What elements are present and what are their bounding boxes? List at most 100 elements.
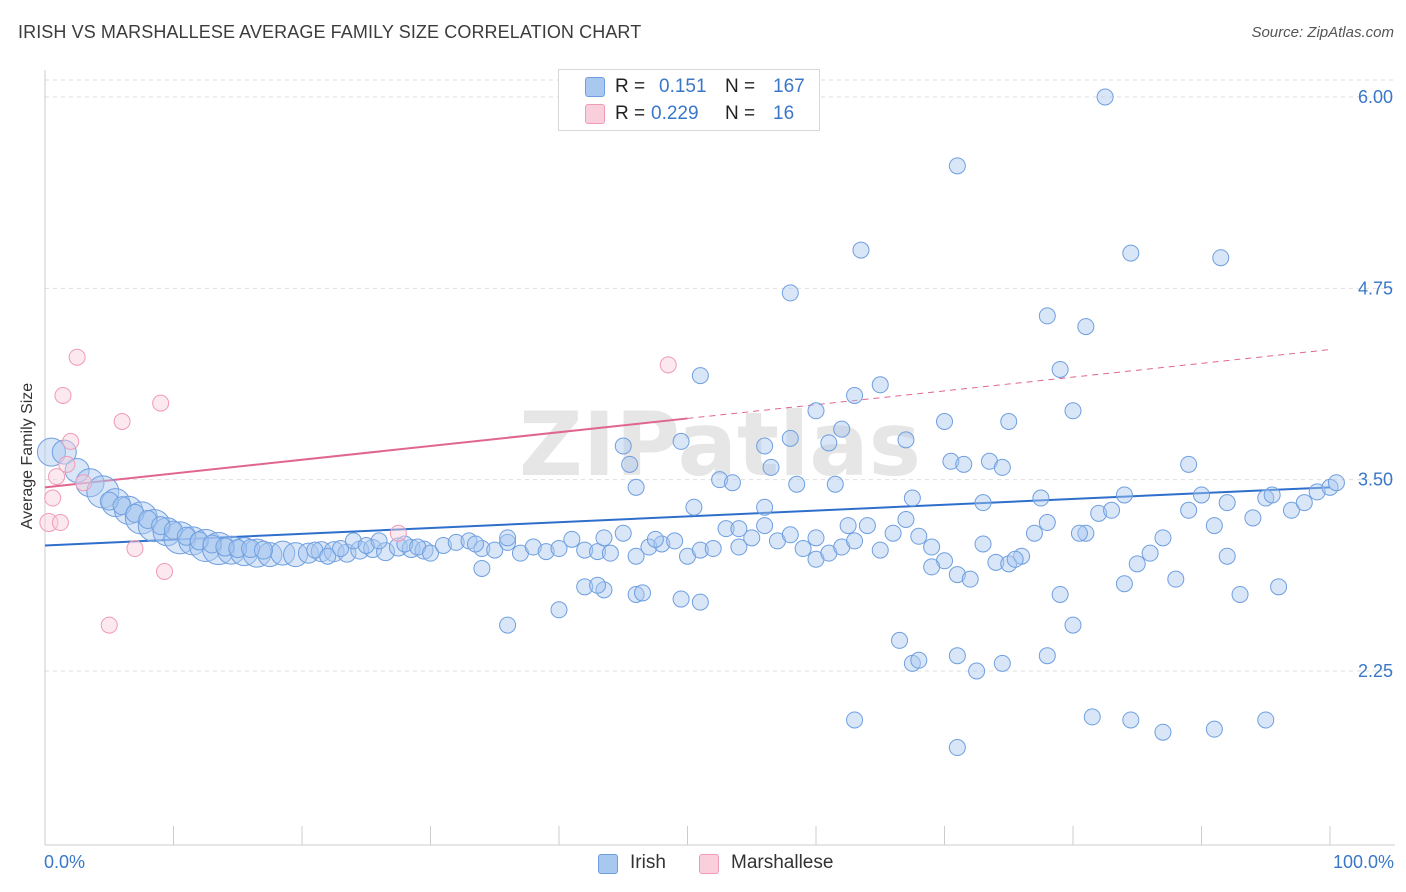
data-point-marshallese [126, 540, 144, 558]
data-point-irish [672, 590, 690, 608]
data-point-irish [1090, 504, 1108, 522]
x-tick-min: 0.0% [44, 852, 86, 872]
data-point-irish [666, 532, 684, 550]
legend-r-label: R = [615, 103, 646, 124]
data-point-irish [1115, 486, 1133, 504]
data-point-irish [730, 538, 748, 556]
data-point-irish [595, 529, 613, 547]
legend-swatch-marshallese [699, 854, 719, 874]
data-point-irish [253, 540, 273, 560]
data-point-irish [614, 437, 632, 455]
data-point-irish [781, 526, 799, 544]
data-point-irish [344, 532, 362, 550]
data-point-irish [1141, 544, 1159, 562]
data-point-irish [319, 547, 337, 565]
data-point-irish [891, 631, 909, 649]
data-point-irish [1122, 711, 1140, 729]
grid-lines [45, 79, 1395, 672]
data-point-irish [576, 578, 594, 596]
y-tick-label: 6.00 [1358, 87, 1393, 107]
data-point-irish [762, 458, 780, 476]
chart-title: IRISH VS MARSHALLESE AVERAGE FAMILY SIZE… [18, 22, 642, 42]
data-point-irish [1032, 489, 1050, 507]
legend-n-label: N = [725, 103, 756, 124]
data-point-irish [968, 662, 986, 680]
data-point-irish [189, 531, 209, 551]
data-point-irish [1263, 486, 1281, 504]
trend-line-marshallese-extension [687, 349, 1331, 419]
data-point-irish [164, 520, 183, 540]
data-point-irish [1051, 360, 1069, 378]
data-point-irish [201, 532, 235, 566]
data-point-irish [634, 584, 652, 602]
data-point-irish [646, 530, 664, 548]
data-point-irish [550, 601, 568, 619]
data-point-marshallese [152, 394, 170, 412]
data-point-irish [499, 529, 517, 547]
data-point-irish [36, 437, 66, 467]
legend-n-label: N = [725, 76, 756, 97]
data-points [36, 88, 1345, 757]
data-point-irish [486, 541, 504, 559]
data-point-irish [99, 491, 119, 511]
trend-line-irish [44, 486, 1331, 547]
data-point-irish [627, 585, 645, 603]
data-point-irish [1212, 249, 1230, 267]
data-point-marshallese [48, 468, 66, 486]
data-point-irish [948, 739, 966, 757]
data-point-irish [1103, 501, 1121, 519]
data-point-irish [621, 455, 639, 473]
data-point-irish [473, 559, 491, 577]
data-point-irish [691, 593, 709, 611]
data-point-irish [370, 532, 388, 550]
trend-line-marshallese [44, 417, 688, 489]
data-point-irish [499, 616, 517, 634]
data-point-irish [1038, 647, 1056, 665]
data-point-irish [1193, 486, 1210, 504]
data-point-irish [614, 524, 632, 542]
legend-swatch-irish [598, 854, 618, 874]
data-point-irish [903, 489, 921, 507]
data-point-irish [151, 516, 171, 536]
data-point-irish [422, 544, 439, 562]
data-point-marshallese [54, 386, 72, 404]
data-point-irish [125, 503, 145, 523]
data-point-irish [756, 517, 774, 535]
data-point-irish [1122, 244, 1140, 262]
data-point-irish [871, 376, 889, 394]
data-point-irish [723, 474, 741, 492]
data-point-irish [1231, 585, 1249, 603]
data-point-irish [576, 541, 594, 559]
data-point-irish [846, 386, 864, 404]
data-point-irish [1025, 524, 1043, 542]
data-point-irish [923, 538, 941, 556]
data-point-irish [627, 547, 645, 565]
data-point-irish [176, 526, 196, 546]
data-point-irish [711, 471, 729, 489]
data-point-irish [839, 517, 857, 535]
data-point-irish [961, 570, 979, 588]
data-point-irish [826, 475, 844, 493]
data-point-irish [923, 558, 941, 576]
data-point-marshallese [100, 616, 118, 634]
data-point-irish [846, 532, 864, 550]
data-point-irish [704, 540, 722, 558]
data-point-irish [987, 553, 1005, 571]
data-point-irish [1154, 529, 1172, 547]
data-point-irish [846, 711, 864, 729]
stats-legend: R = 0.151 N = 167 R = 0.229 N = 16 [558, 69, 820, 131]
source-label: Source: ZipAtlas.com [1251, 24, 1394, 41]
data-point-irish [756, 498, 774, 516]
data-point-irish [730, 520, 748, 538]
data-point-irish [499, 533, 517, 551]
y-tick-label: 3.50 [1358, 470, 1393, 490]
data-point-irish [524, 538, 542, 556]
data-point-irish [1096, 88, 1114, 106]
data-point-irish [1006, 550, 1024, 568]
data-point-irish [807, 402, 825, 420]
data-point-irish [871, 541, 889, 559]
data-point-irish [1308, 483, 1326, 501]
data-point-irish [897, 510, 915, 528]
axes [44, 70, 1395, 846]
